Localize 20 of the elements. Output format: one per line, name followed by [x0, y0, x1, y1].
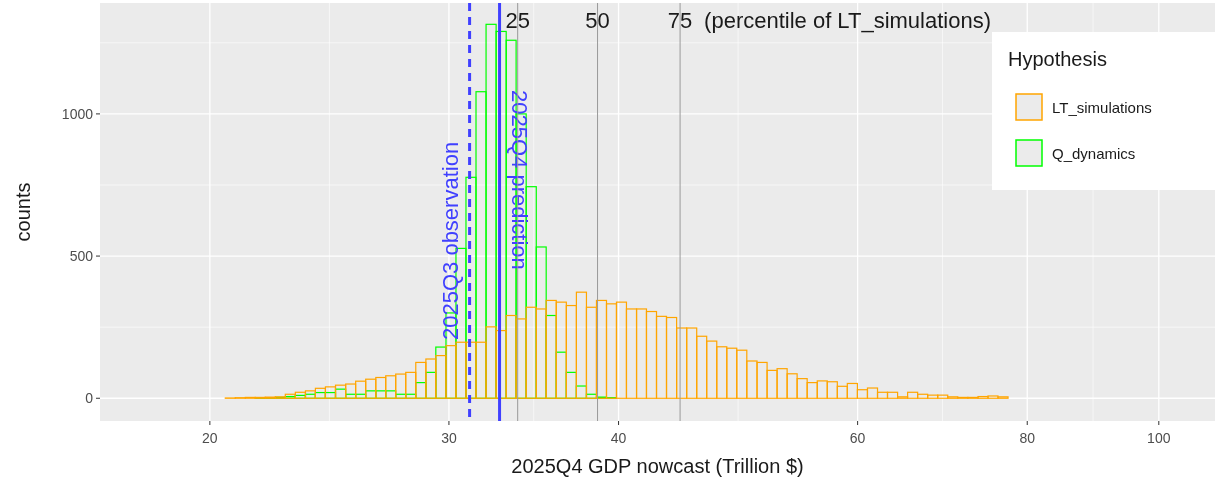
x-tick-label: 100 — [1147, 430, 1171, 446]
annotation: 75 — [667, 8, 693, 34]
legend-label: LT_simulations — [1052, 99, 1152, 116]
y-tick-label: 0 — [85, 390, 94, 407]
annotation: 50 — [585, 8, 610, 34]
x-tick-label: 60 — [849, 430, 866, 446]
annotation: (percentile of LT_simulations) — [704, 8, 992, 34]
legend-title: Hypothesis — [1008, 48, 1107, 70]
x-tick-label: 30 — [441, 430, 457, 446]
ref-line-label: 2025Q4 prediction — [506, 90, 532, 270]
legend-label: Q_dynamics — [1052, 145, 1136, 162]
ref-line-label: 2025Q3 observation — [437, 141, 463, 340]
y-axis-title: counts — [12, 182, 34, 242]
x-tick-label: 20 — [202, 430, 218, 446]
x-tick-label: 40 — [610, 430, 627, 446]
x-axis-title: 2025Q4 GDP nowcast (Trillion $) — [511, 455, 804, 477]
y-tick-label: 1000 — [61, 105, 94, 122]
y-tick-label: 500 — [69, 248, 94, 265]
x-tick-label: 80 — [1019, 430, 1036, 446]
annotation: 25 — [505, 8, 530, 34]
